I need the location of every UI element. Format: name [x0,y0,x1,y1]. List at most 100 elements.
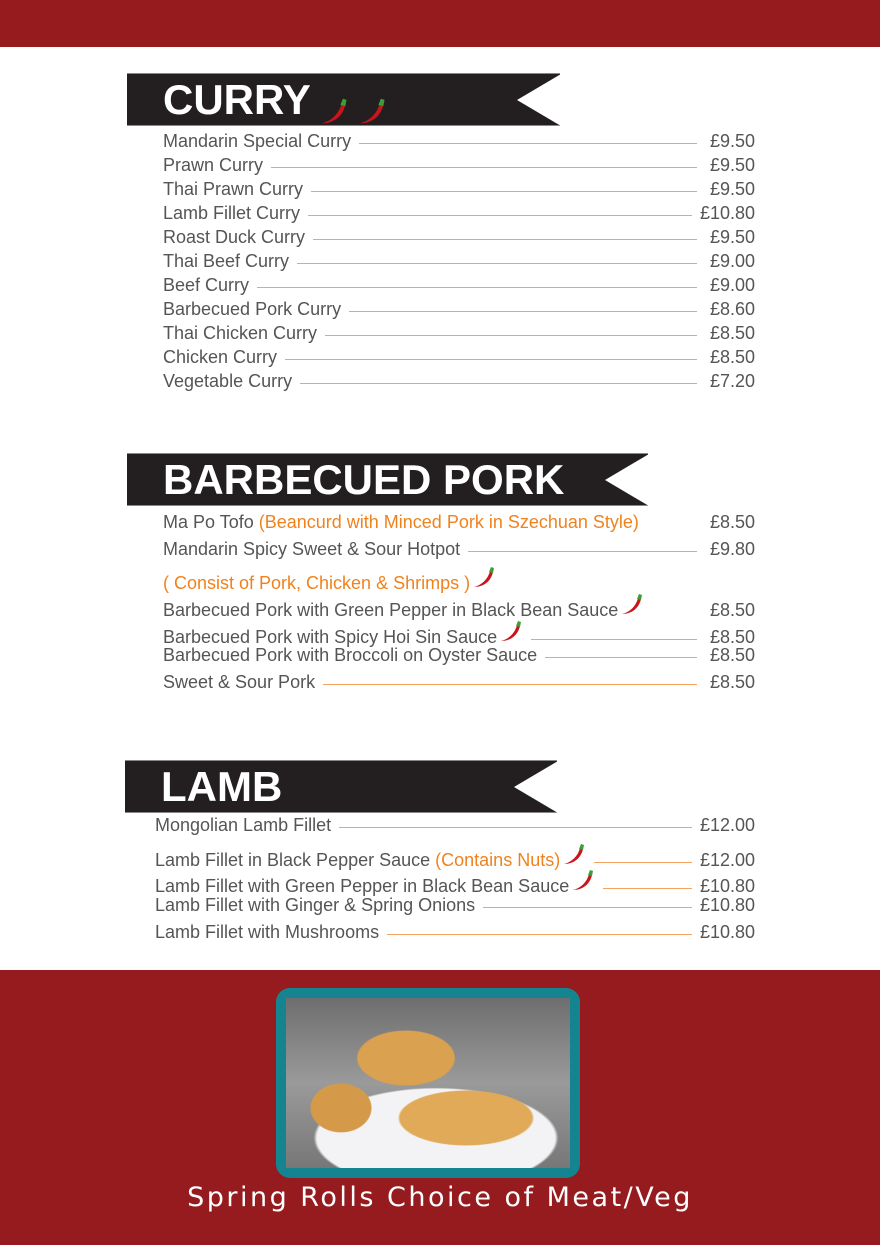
item-name: Roast Duck Curry [163,227,306,247]
leader-line [285,359,697,360]
leader-line [387,934,692,935]
item-price: £8.50 [709,347,755,367]
item-name: Mongolian Lamb Fillet [155,815,332,835]
menu-item: Lamb Fillet with Green Pepper in Black B… [155,868,755,896]
item-price: £8.50 [709,672,755,692]
banner-notch [605,454,649,506]
menu-item: Roast Duck Curry £9.50 [163,227,755,251]
item-name: Thai Chicken Curry [163,323,318,343]
item-price: £9.50 [709,179,755,199]
item-price: £8.50 [709,512,755,532]
leader-line [594,862,692,863]
item-name: Chicken Curry [163,347,278,367]
menu-item: Lamb Fillet with Mushrooms £10.80 [155,922,755,946]
leader-line [531,639,697,640]
item-name: Thai Beef Curry [163,251,290,271]
section-title: CURRY [163,76,311,123]
leader-line [297,263,697,264]
menu-item: Beef Curry £9.00 [163,275,755,299]
item-price: £8.50 [709,600,755,620]
chili-icon [497,619,523,643]
item-price: £9.80 [709,539,755,559]
leader-line [308,215,692,216]
item-name: Barbecued Pork Curry [163,299,342,319]
item-name: Sweet & Sour Pork [163,672,316,692]
item-name: Beef Curry [163,275,250,295]
item-name: Lamb Fillet with Green Pepper in Black B… [155,876,570,896]
banner-notch [514,761,558,813]
menu-item: Prawn Curry £9.50 [163,155,755,179]
item-name: Ma Po Tofo [163,512,254,532]
feature-caption: Spring Rolls Choice of Meat/Veg [187,1182,693,1213]
leader-line [483,907,692,908]
item-name: Lamb Fillet in Black Pepper Sauce [155,850,431,870]
item-price: £12.00 [699,815,755,835]
leader-line [313,239,697,240]
item-price: £8.50 [709,645,755,665]
item-note: ( Consist of Pork, Chicken & Shrimps ) [163,573,471,593]
item-name: Lamb Fillet with Mushrooms [155,922,380,942]
menu-item: Mongolian Lamb Fillet £12.00 [155,815,755,839]
section-title: LAMB [161,763,283,810]
leader-line [300,383,697,384]
item-price: £9.00 [709,251,755,271]
item-price: £10.80 [699,922,755,942]
menu-item: Thai Prawn Curry £9.50 [163,179,755,203]
item-name: Prawn Curry [163,155,264,175]
leader-line [545,657,697,658]
menu-item: Thai Chicken Curry £8.50 [163,323,755,347]
leader-line [349,311,697,312]
item-note: (Contains Nuts) [435,850,561,870]
menu-item: Barbecued Pork with Spicy Hoi Sin Sauce £… [163,619,755,647]
item-name: Thai Prawn Curry [163,179,304,199]
menu-item: Mandarin Special Curry £9.50 [163,131,755,155]
menu-item: Thai Beef Curry £9.00 [163,251,755,275]
item-price: £9.00 [709,275,755,295]
chili-icon [355,85,387,123]
spring-rolls-photo [286,998,570,1168]
item-note: (Beancurd with Minced Pork in Szechuan S… [258,512,639,532]
item-price: £7.20 [709,371,755,391]
item-name: Barbecued Pork with Spicy Hoi Sin Sauce [163,627,498,647]
chili-icon [470,565,496,589]
section-banner: CURRY [127,73,561,126]
section-banner: LAMB [125,760,558,813]
section-title: BARBECUED PORK [163,456,565,503]
menu-item: Lamb Fillet Curry £10.80 [163,203,755,227]
menu-item: Barbecued Pork Curry £8.60 [163,299,755,323]
leader-line [271,167,697,168]
item-name: Vegetable Curry [163,371,293,391]
leader-line [603,888,692,889]
leader-line [325,335,697,336]
leader-line [359,143,697,144]
leader-line [468,551,697,552]
chili-icon [618,592,644,616]
menu-item: Barbecued Pork with Broccoli on Oyster S… [163,645,755,669]
photo-frame [276,988,580,1178]
menu-item: Sweet & Sour Pork £8.50 [163,672,755,696]
section-banner: BARBECUED PORK [127,453,649,506]
menu-item: Chicken Curry £8.50 [163,347,755,371]
leader-line [323,684,697,685]
item-price: £8.60 [709,299,755,319]
menu-item: Barbecued Pork with Green Pepper in Blac… [163,592,755,620]
item-price: £8.50 [709,627,755,647]
leader-line [311,191,697,192]
chili-icon [560,842,586,866]
item-price: £10.80 [699,876,755,896]
item-price: £12.00 [699,850,755,870]
menu-item: Lamb Fillet in Black Pepper Sauce (Contai… [155,842,755,870]
chili-icon [317,85,349,123]
item-name: Lamb Fillet Curry [163,203,301,223]
item-name: Mandarin Spicy Sweet & Sour Hotpot [163,539,461,559]
leader-line [339,827,692,828]
item-name: Barbecued Pork with Green Pepper in Blac… [163,600,619,620]
item-name: Lamb Fillet with Ginger & Spring Onions [155,895,476,915]
item-price: £9.50 [709,227,755,247]
item-price: £8.50 [709,323,755,343]
menu-item: ( Consist of Pork, Chicken & Shrimps ) [163,565,755,593]
banner-notch [517,74,561,126]
item-price: £9.50 [709,131,755,151]
top-bar [0,0,880,47]
item-price: £10.80 [699,203,755,223]
